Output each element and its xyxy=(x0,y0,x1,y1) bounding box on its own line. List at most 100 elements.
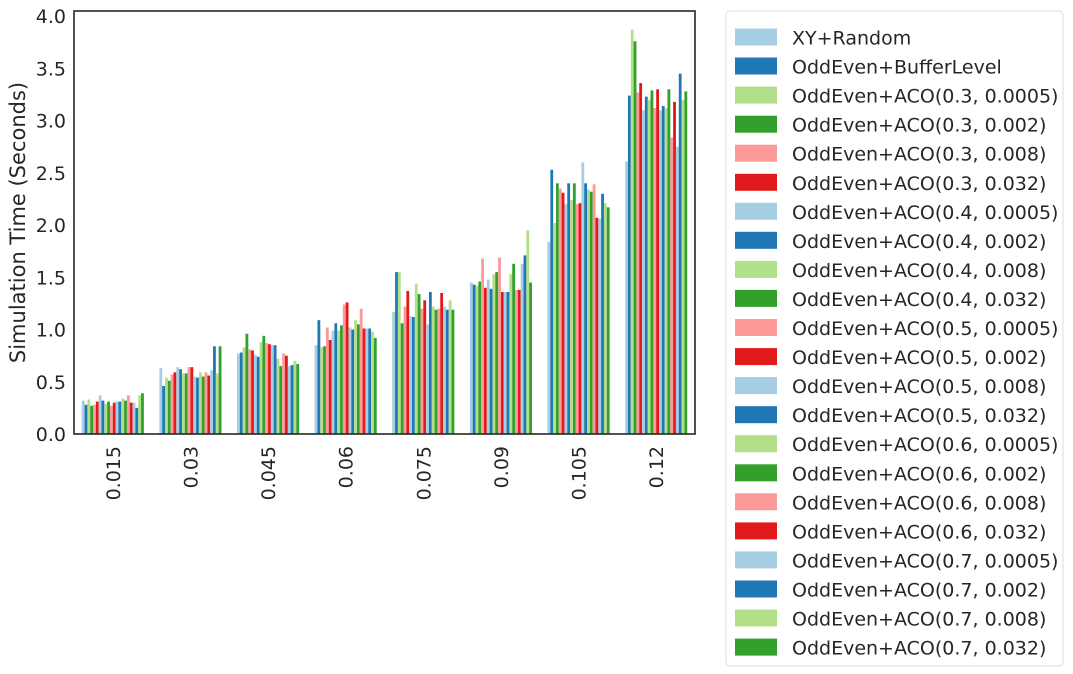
bar-0.12-series-22 xyxy=(684,91,688,435)
bar-0.09-series-4 xyxy=(478,281,482,434)
bar-0.045-series-8 xyxy=(256,356,260,434)
bar-0.075-series-21 xyxy=(448,300,452,434)
bar-0.045-series-15 xyxy=(276,358,280,434)
bar-0.12-series-4 xyxy=(633,41,637,434)
bar-0.015-series-21 xyxy=(138,395,142,434)
bar-0.12-series-9 xyxy=(647,99,651,434)
legend-label: OddEven+ACO(0.5, 0.0005) xyxy=(792,318,1058,340)
bar-0.03-series-13 xyxy=(193,376,197,434)
bar-0.015-series-11 xyxy=(109,405,113,434)
bar-0.045-series-5 xyxy=(248,349,252,434)
bar-0.12-series-7 xyxy=(642,110,645,434)
bar-0.03-series-4 xyxy=(167,380,171,434)
legend-label: OddEven+ACO(0.4, 0.008) xyxy=(792,260,1046,282)
bar-0.12-series-8 xyxy=(644,96,648,434)
bar-0.105-series-22 xyxy=(606,207,610,434)
bar-0.03-series-8 xyxy=(179,369,182,434)
bar-0.06-series-14 xyxy=(351,329,355,434)
legend-swatch xyxy=(735,86,777,104)
legend-swatch xyxy=(735,348,777,366)
bar-0.06-series-4 xyxy=(323,346,326,434)
bar-0.03-series-6 xyxy=(173,372,177,434)
bar-0.105-series-10 xyxy=(572,183,576,434)
bar-0.03-series-7 xyxy=(176,367,180,434)
bar-0.075-series-22 xyxy=(451,309,455,434)
legend-label: OddEven+ACO(0.5, 0.032) xyxy=(792,405,1046,427)
bar-0.075-series-17 xyxy=(437,308,441,434)
bar-0.075-series-20 xyxy=(445,309,449,434)
legend-swatch xyxy=(735,464,777,482)
bar-0.09-series-20 xyxy=(523,255,527,434)
legend-swatch xyxy=(735,638,777,656)
bar-0.045-series-6 xyxy=(251,350,254,434)
bar-0.105-series-3 xyxy=(553,223,556,434)
x-tick-label: 0.075 xyxy=(413,446,435,500)
bar-0.015-series-2 xyxy=(84,404,88,434)
bar-0.09-series-11 xyxy=(498,257,501,434)
bar-0.015-series-19 xyxy=(132,402,136,434)
bar-0.105-series-21 xyxy=(603,203,607,434)
bar-0.045-series-4 xyxy=(245,333,249,434)
x-axis-ticks: 0.015 0.03 0.045 0.06 0.075 0.09 0.105 0.12 xyxy=(103,446,668,500)
bar-0.075-series-11 xyxy=(420,308,424,434)
bar-0.09-series-9 xyxy=(492,274,496,434)
bar-0.06-series-6 xyxy=(328,340,332,434)
legend-swatch xyxy=(735,57,777,75)
bar-0.03-series-21 xyxy=(215,373,219,434)
bar-0.09-series-19 xyxy=(520,263,524,434)
legend-swatch xyxy=(735,406,777,424)
y-tick-label: 3.5 xyxy=(36,58,66,80)
bar-0.045-series-22 xyxy=(296,364,300,434)
bar-0.09-series-22 xyxy=(529,282,532,434)
legend-label: OddEven+ACO(0.3, 0.002) xyxy=(792,115,1046,137)
bar-0.015-series-5 xyxy=(93,404,96,434)
bar-0.06-series-11 xyxy=(342,304,346,434)
bar-0.09-series-7 xyxy=(486,279,490,434)
bar-0.015-series-16 xyxy=(124,400,127,434)
bar-0.06-series-2 xyxy=(317,320,321,434)
bar-0.105-series-2 xyxy=(550,169,554,434)
y-tick-label: 2.0 xyxy=(36,215,66,237)
bar-0.06-series-20 xyxy=(368,328,372,434)
legend-label: OddEven+ACO(0.3, 0.032) xyxy=(792,173,1046,195)
bar-0.075-series-8 xyxy=(412,317,415,434)
bar-0.045-series-17 xyxy=(282,353,285,434)
bar-0.03-series-16 xyxy=(201,376,205,434)
bar-0.045-series-11 xyxy=(265,343,269,434)
bar-0.09-series-12 xyxy=(500,291,504,434)
bar-0.045-series-3 xyxy=(242,347,246,434)
plot-frame xyxy=(73,10,696,435)
bar-0.09-series-5 xyxy=(481,258,484,434)
legend-label: OddEven+ACO(0.7, 0.008) xyxy=(792,609,1046,631)
bar-0.09-series-21 xyxy=(526,230,530,434)
y-tick-label: 4.0 xyxy=(36,6,66,28)
bar-0.075-series-14 xyxy=(428,291,432,434)
legend-label: OddEven+ACO(0.6, 0.032) xyxy=(792,521,1046,543)
bar-0.105-series-8 xyxy=(567,183,571,434)
legend-swatch xyxy=(735,231,777,249)
bar-0.03-series-17 xyxy=(204,372,208,434)
bar-0.105-series-17 xyxy=(592,184,596,434)
bar-0.045-series-16 xyxy=(279,366,283,434)
bar-0.12-series-16 xyxy=(667,89,671,434)
y-axis-label: Simulation Time (Seconds) xyxy=(6,82,30,363)
bar-0.105-series-9 xyxy=(570,200,573,434)
bar-0.105-series-19 xyxy=(598,218,602,434)
bar-0.12-series-3 xyxy=(630,29,634,435)
bar-0.12-series-11 xyxy=(653,108,657,434)
bar-0.045-series-9 xyxy=(259,342,263,434)
bar-0.075-series-5 xyxy=(403,306,407,434)
bar-0.03-series-9 xyxy=(181,373,185,434)
bar-0.105-series-13 xyxy=(581,162,585,434)
legend-label: OddEven+ACO(0.5, 0.008) xyxy=(792,376,1046,398)
legend-label: OddEven+ACO(0.7, 0.032) xyxy=(792,638,1046,660)
y-tick-label: 1.5 xyxy=(36,267,66,289)
bar-0.12-series-6 xyxy=(639,83,643,434)
y-tick-label: 0.5 xyxy=(36,372,66,394)
bar-0.105-series-6 xyxy=(561,192,565,434)
bar-0.03-series-11 xyxy=(187,367,191,434)
bar-0.12-series-17 xyxy=(670,137,674,434)
bar-0.075-series-3 xyxy=(397,272,401,434)
bar-0.105-series-14 xyxy=(584,183,588,434)
bar-0.09-series-14 xyxy=(506,291,510,434)
